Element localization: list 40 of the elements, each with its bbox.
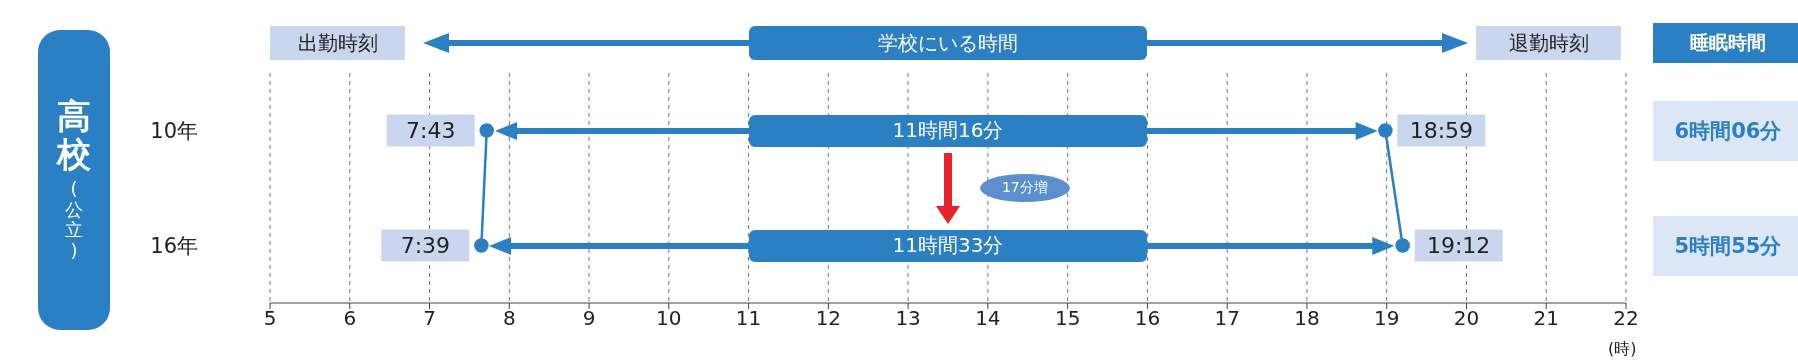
data-label: 19:12 — [1426, 233, 1491, 258]
x-tick-label: 9 — [582, 306, 596, 331]
x-axis-title: (時) — [1608, 339, 1637, 360]
label-box: 出勤時刻 — [270, 26, 405, 60]
label-box: 学校にいる時間 — [748, 26, 1148, 60]
point — [479, 123, 494, 138]
x-tick-label: 6 — [343, 306, 357, 331]
x-tick-label: 20 — [1453, 306, 1480, 331]
x-tick-label: 17 — [1214, 306, 1240, 331]
data-label: 7:43 — [406, 118, 456, 143]
x-tick-label: 22 — [1613, 306, 1639, 331]
x-tick-label: 14 — [975, 306, 1001, 331]
label-box: 5時間55分 — [1653, 215, 1798, 276]
x-tick-label: 5 — [263, 306, 277, 331]
x-tick-label: 18 — [1294, 306, 1320, 331]
x-tick-label: 13 — [895, 306, 921, 331]
label-box: 睡眠時間 — [1653, 23, 1798, 63]
x-tick-label: 8 — [502, 306, 516, 331]
y-tick-label: 10年 — [150, 118, 198, 143]
x-tick-label: 21 — [1533, 306, 1559, 331]
data-label: 7:39 — [400, 233, 451, 258]
label-box: 11時間33分 — [748, 229, 1148, 262]
point — [474, 238, 489, 253]
x-tick-label: 16 — [1134, 306, 1161, 331]
x-tick-label: 12 — [815, 306, 842, 331]
label-box: 6時間06分 — [1653, 100, 1798, 161]
x-tick-label: 11 — [735, 306, 762, 331]
label-box: 11時間16分 — [748, 114, 1148, 147]
x-tick-label: 19 — [1373, 306, 1400, 331]
x-tick-label: 10 — [656, 306, 682, 331]
point — [1395, 238, 1410, 253]
data-label: 18:59 — [1409, 118, 1474, 143]
text: 高校 — [57, 96, 91, 174]
x-tick-label: 7 — [423, 306, 436, 331]
annotation: 17分増 — [979, 174, 1070, 202]
point — [1378, 123, 1393, 138]
text: (公立) — [65, 178, 83, 262]
y-tick-label: 16年 — [150, 233, 198, 258]
x-tick-label: 15 — [1054, 306, 1081, 331]
label-box: 退勤時刻 — [1476, 26, 1621, 60]
